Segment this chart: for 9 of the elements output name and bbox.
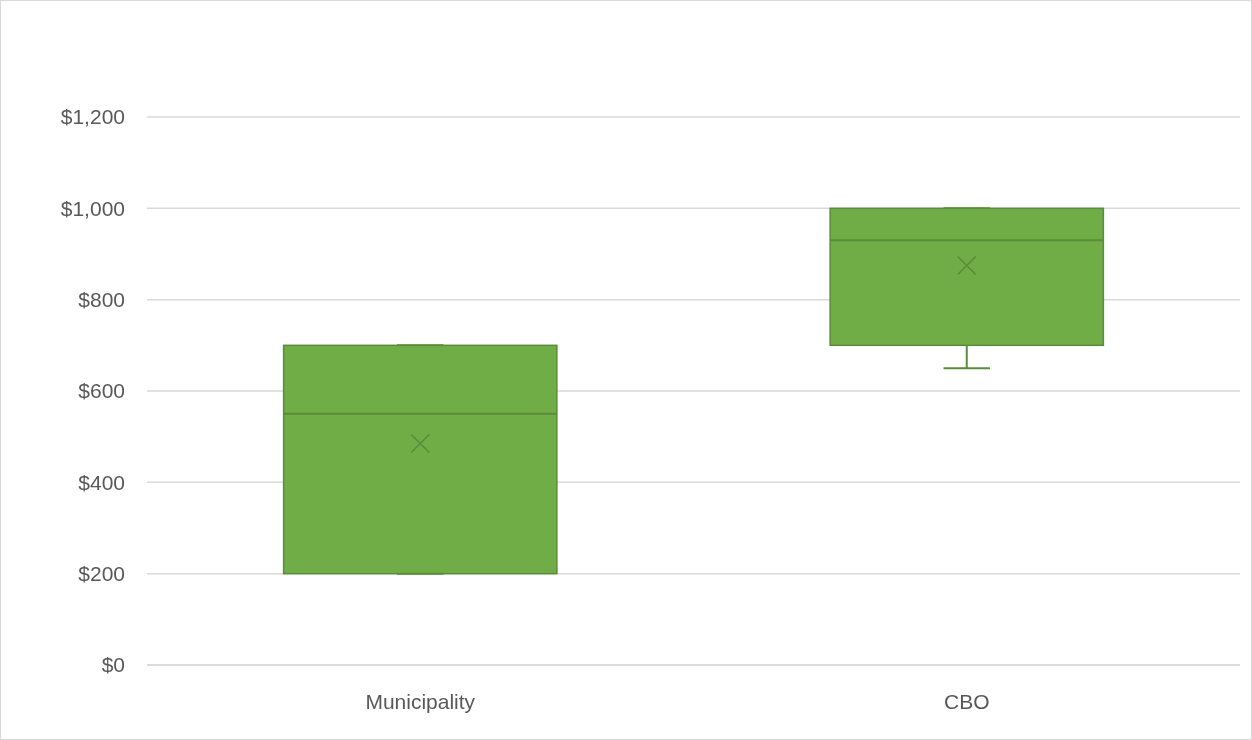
y-tick-label: $600 <box>78 379 125 403</box>
y-tick-label: $1,000 <box>60 196 125 220</box>
x-tick-label: Municipality <box>365 690 476 713</box>
y-tick-label: $400 <box>78 470 125 494</box>
x-tick-label: CBO <box>943 690 990 713</box>
y-tick-label: $0 <box>101 653 125 677</box>
y-tick-label: $200 <box>78 562 125 586</box>
y-tick-label: $1,200 <box>60 105 125 129</box>
y-tick-label: $800 <box>78 288 125 312</box>
